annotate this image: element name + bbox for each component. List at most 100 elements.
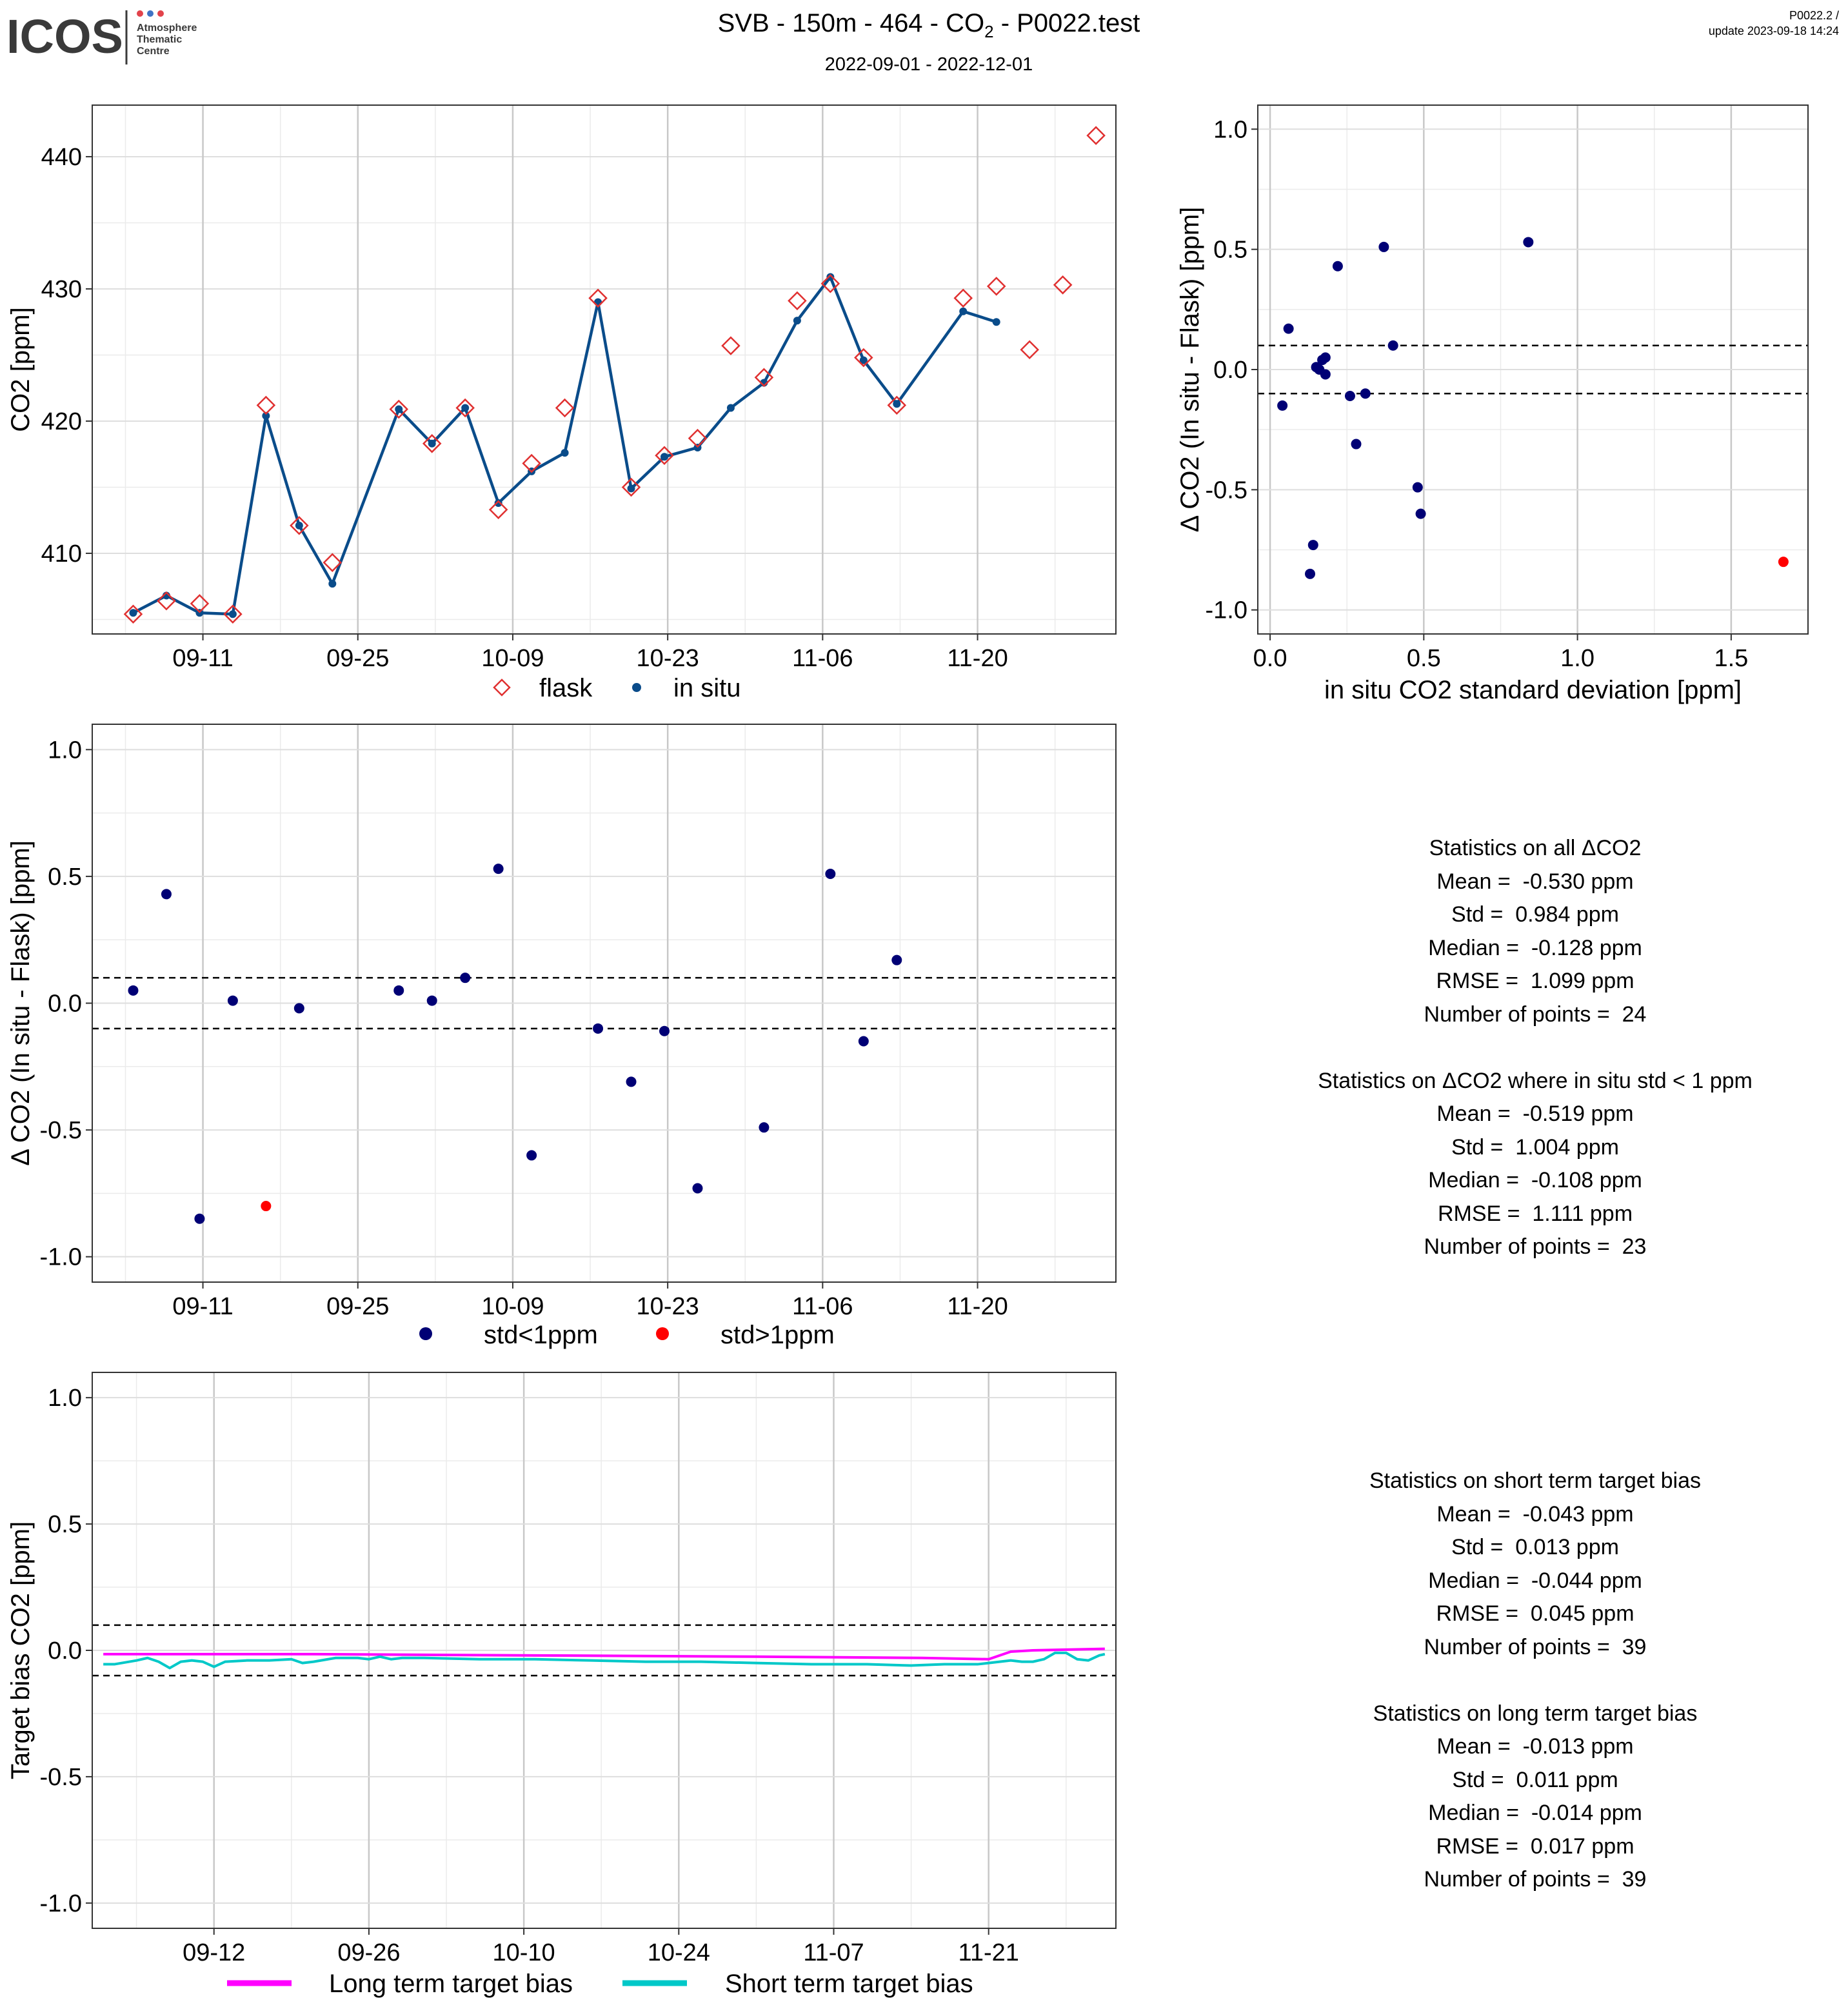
scatter-point-ok bbox=[1344, 391, 1355, 401]
stats-value: -0.043 ppm bbox=[1516, 1501, 1634, 1527]
delta-point-ok bbox=[692, 1183, 703, 1194]
legend-marker-std-high bbox=[656, 1327, 669, 1340]
flask-marker bbox=[555, 398, 575, 418]
y-tick-label: -0.5 bbox=[40, 1117, 82, 1144]
x-tick-label: 09-11 bbox=[172, 645, 233, 672]
stats-row: RMSE = 1.099 ppm bbox=[1226, 965, 1845, 998]
stats-value: 1.004 ppm bbox=[1509, 1134, 1619, 1160]
stats-label: Std = bbox=[1452, 1767, 1511, 1792]
insitu-point bbox=[627, 484, 635, 493]
stats-row: Mean = -0.013 ppm bbox=[1226, 1730, 1845, 1764]
y-axis-label: Δ CO2 (In situ - Flask) [ppm] bbox=[6, 840, 35, 1166]
logo-sub-line: Atmosphere bbox=[137, 23, 197, 34]
flask-marker bbox=[621, 477, 641, 497]
stats-value: -0.013 ppm bbox=[1516, 1734, 1634, 1759]
delta-point-ok bbox=[293, 1003, 304, 1014]
stats-row: Median = -0.044 ppm bbox=[1226, 1565, 1845, 1598]
logo-sub-line: Thematic bbox=[137, 34, 182, 45]
y-tick-label: 410 bbox=[41, 540, 82, 568]
y-tick-label: 0.0 bbox=[1213, 357, 1247, 384]
flask-marker bbox=[488, 500, 508, 520]
insitu-point bbox=[893, 400, 901, 408]
short-term-bias-line bbox=[103, 1651, 1106, 1670]
delta-point-ok bbox=[659, 1025, 670, 1036]
flask-marker bbox=[754, 368, 774, 388]
delta-point-ok bbox=[858, 1036, 869, 1047]
y-tick-label: -1.0 bbox=[40, 1890, 82, 1917]
delta-point-ok bbox=[526, 1150, 537, 1161]
scatter-point-ok bbox=[1351, 439, 1362, 450]
x-tick-label: 09-12 bbox=[183, 1939, 245, 1966]
stats-label: RMSE = bbox=[1437, 1201, 1526, 1226]
stats-value: -0.530 ppm bbox=[1516, 869, 1634, 894]
scatter-point-ok bbox=[1283, 323, 1294, 334]
flask-marker bbox=[1053, 275, 1073, 295]
y-axis-label: Δ CO2 (In situ - Flask) [ppm] bbox=[1176, 207, 1204, 533]
stats-value: -0.128 ppm bbox=[1525, 935, 1642, 960]
stats-label: Std = bbox=[1451, 1134, 1509, 1160]
stats-label: RMSE = bbox=[1436, 969, 1525, 993]
stats-value: 1.099 ppm bbox=[1524, 969, 1634, 993]
insitu-point bbox=[461, 404, 470, 412]
flask-marker bbox=[688, 428, 708, 448]
insitu-point bbox=[726, 404, 735, 412]
insitu-point bbox=[428, 439, 436, 448]
x-tick-label: 1.0 bbox=[1560, 645, 1595, 672]
stats-value: 0.045 ppm bbox=[1524, 1601, 1634, 1626]
flask-marker bbox=[157, 591, 176, 611]
y-tick-label: 1.0 bbox=[48, 1385, 82, 1412]
date-range: 2022-09-01 - 2022-12-01 bbox=[824, 54, 1033, 75]
y-tick-label: -0.5 bbox=[40, 1764, 82, 1791]
stats-row: Number of points = 24 bbox=[1226, 998, 1845, 1032]
delta-point-ok bbox=[194, 1213, 205, 1224]
insitu-point bbox=[561, 449, 569, 457]
stats-label: Number of points = bbox=[1424, 1002, 1616, 1027]
x-tick-label: 09-25 bbox=[326, 645, 389, 672]
delta-point-ok bbox=[227, 995, 238, 1006]
legend-label-insitu: in situ bbox=[673, 674, 741, 702]
y-tick-label: 0.5 bbox=[48, 1511, 82, 1538]
scatter-point-ok bbox=[1360, 388, 1371, 399]
legend-label-std-high: std>1ppm bbox=[720, 1321, 835, 1349]
scatter-point-ok bbox=[1305, 568, 1316, 579]
stats-row: RMSE = 0.017 ppm bbox=[1226, 1830, 1845, 1864]
y-axis-label: CO2 [ppm] bbox=[6, 307, 35, 431]
stats-label: Median = bbox=[1428, 1801, 1525, 1825]
logo-text: ICOS bbox=[6, 10, 123, 63]
delta-point-ok bbox=[128, 985, 139, 996]
stats-heading: Statistics on long term target bias bbox=[1373, 1701, 1698, 1726]
flask-marker bbox=[854, 348, 873, 368]
stats-label: Mean = bbox=[1436, 1734, 1517, 1759]
stats-row: Std = 0.013 ppm bbox=[1226, 1531, 1845, 1565]
delta-point-ok bbox=[891, 954, 902, 965]
y-tick-label: 1.0 bbox=[48, 737, 82, 764]
stats-row: Std = 0.984 ppm bbox=[1226, 898, 1845, 932]
flask-marker bbox=[422, 434, 442, 453]
flask-marker bbox=[256, 395, 276, 415]
x-tick-label: 09-25 bbox=[326, 1293, 389, 1320]
x-tick-label: 10-23 bbox=[637, 1293, 699, 1320]
stats-label: Std = bbox=[1451, 902, 1509, 927]
stats-row: Median = -0.014 ppm bbox=[1226, 1797, 1845, 1830]
stats-row: RMSE = 1.111 ppm bbox=[1226, 1198, 1845, 1231]
flask-marker bbox=[1086, 126, 1106, 145]
x-tick-label: 10-10 bbox=[493, 1939, 555, 1966]
y-tick-label: 0.5 bbox=[1213, 237, 1247, 264]
stats-label: Number of points = bbox=[1424, 1234, 1616, 1259]
delta-point-ok bbox=[393, 985, 404, 996]
page-title: SVB - 150m - 464 - CO2 - P0022.test bbox=[717, 9, 1140, 41]
flask-marker bbox=[493, 678, 511, 697]
scatter-point-ok bbox=[1387, 340, 1398, 351]
x-tick-label: 1.5 bbox=[1714, 645, 1748, 672]
legend-label-std-low: std<1ppm bbox=[484, 1321, 598, 1349]
flask-marker bbox=[721, 336, 740, 355]
flask-marker bbox=[953, 288, 973, 308]
insitu-point bbox=[295, 521, 303, 529]
flask-marker bbox=[323, 553, 343, 573]
scatter-point-ok bbox=[1415, 508, 1426, 519]
y-tick-label: -0.5 bbox=[1206, 477, 1247, 504]
stats-value: -0.519 ppm bbox=[1516, 1102, 1634, 1126]
delta-point-ok bbox=[493, 864, 504, 875]
x-tick-label: 10-09 bbox=[481, 645, 544, 672]
stats-row: Std = 1.004 ppm bbox=[1226, 1131, 1845, 1165]
